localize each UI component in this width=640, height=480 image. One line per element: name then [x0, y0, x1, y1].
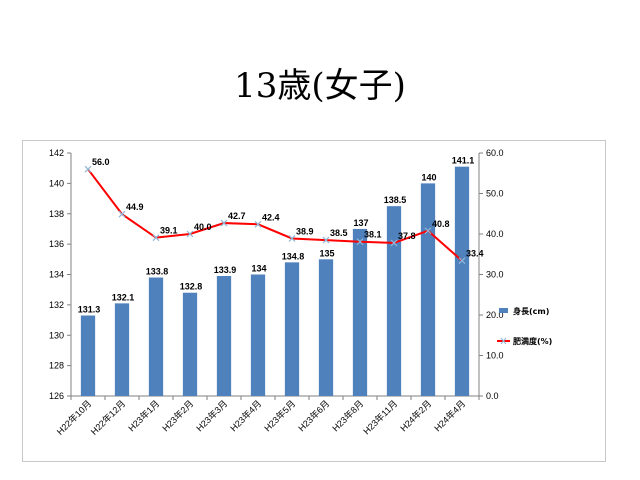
- x-tick-label: H23年3月: [194, 398, 230, 434]
- bar: [250, 274, 266, 396]
- x-tick-label: H23年6月: [296, 398, 332, 434]
- left-tick-label: 140: [49, 178, 64, 188]
- bar-data-label: 141.1: [452, 156, 475, 166]
- right-tick-label: 0.0: [486, 391, 499, 401]
- x-tick-label: H23年5月: [262, 398, 298, 434]
- line-point: [84, 165, 92, 173]
- line-point: [152, 234, 160, 242]
- right-tick-label: 20.0: [486, 310, 504, 320]
- bar: [284, 262, 300, 396]
- x-tick-label: H23年11月: [361, 398, 400, 437]
- legend-label-obesity: 肥満度(%): [513, 336, 552, 346]
- left-tick-label: 134: [49, 270, 64, 280]
- line-series: [84, 165, 466, 265]
- bar-data-label: 137: [353, 218, 368, 228]
- right-tick-label: 10.0: [486, 351, 504, 361]
- right-tick-label: 60.0: [486, 148, 504, 158]
- bar-data-label: 132.8: [180, 282, 203, 292]
- left-tick-label: 126: [49, 391, 64, 401]
- x-tick-label: H23年2月: [160, 398, 196, 434]
- x-tick-label: H24年2月: [398, 398, 434, 434]
- right-tick-label: 50.0: [486, 189, 504, 199]
- line-data-label: 39.1: [160, 226, 178, 236]
- chart-frame: 126 128 130 132 134 136 138 140 142 0.0 10.0 20.0 30…: [22, 140, 606, 462]
- x-tick-label: H22年10月: [54, 398, 93, 437]
- bar-data-label: 138.5: [384, 195, 407, 205]
- line-point: [424, 227, 432, 235]
- legend-swatch-height: [499, 308, 508, 313]
- x-tick-label: H23年4月: [228, 398, 264, 434]
- line-point: [288, 235, 296, 242]
- legend: 身長(cm) 肥満度(%): [497, 306, 552, 346]
- bar: [454, 166, 470, 396]
- left-tick-label: 128: [49, 361, 64, 371]
- bar: [216, 276, 232, 396]
- bar: [80, 315, 96, 396]
- line-data-label: 44.9: [126, 202, 144, 212]
- line-data-label: 33.4: [466, 249, 484, 259]
- bar-series: [80, 166, 470, 396]
- line-point: [254, 220, 262, 228]
- bar-data-label: 131.3: [78, 305, 101, 315]
- left-tick-label: 132: [49, 300, 64, 310]
- line-point: [356, 238, 364, 246]
- bar-data-label: 140: [421, 172, 436, 182]
- x-tick-label: H23年8月: [330, 398, 366, 434]
- data-labels: 131.3 132.1 133.8 132.8 133.9 134 134.8 135 137 1…: [78, 156, 484, 315]
- left-tick-label: 138: [49, 209, 64, 219]
- x-tick-label: H23年1月: [126, 398, 162, 434]
- line-data-label: 40.0: [194, 222, 212, 232]
- line-point: [118, 210, 126, 218]
- bar-data-label: 135: [319, 248, 334, 258]
- left-tick-label: 142: [49, 148, 64, 158]
- bar: [386, 206, 402, 396]
- line-data-label: 37.8: [398, 231, 416, 241]
- combo-chart: 126 128 130 132 134 136 138 140 142 0.0 10.0 20.0 30…: [49, 148, 552, 437]
- line-point: [390, 239, 398, 247]
- line-data-label: 38.1: [364, 230, 382, 240]
- slide-title: 13歳(女子): [234, 66, 406, 106]
- line-path: [87, 168, 463, 262]
- line-point: [458, 257, 466, 265]
- bar-data-label: 133.8: [146, 267, 169, 277]
- line-data-label: 42.7: [228, 211, 246, 221]
- right-tick-label: 30.0: [486, 270, 504, 280]
- bar: [318, 259, 334, 396]
- bar: [148, 277, 164, 396]
- bar-data-label: 134.8: [282, 251, 305, 261]
- legend-label-height: 身長(cm): [513, 306, 549, 316]
- line-data-label: 38.5: [330, 228, 348, 238]
- x-tick-label: H24年4月: [432, 398, 468, 434]
- line-point: [220, 219, 228, 227]
- bar-data-label: 132.1: [112, 292, 135, 302]
- bar: [114, 303, 130, 396]
- line-point: [322, 236, 330, 244]
- line-data-label: 56.0: [92, 157, 110, 167]
- x-tick-label: H22年12月: [88, 398, 127, 437]
- legend-marker-obesity: [500, 337, 507, 345]
- line-point: [186, 230, 194, 238]
- bar: [352, 228, 368, 396]
- left-tick-label: 136: [49, 239, 64, 249]
- line-data-label: 40.8: [432, 219, 450, 229]
- bar-data-label: 134: [251, 264, 266, 274]
- bar: [182, 292, 198, 396]
- bar: [420, 183, 436, 396]
- right-tick-label: 40.0: [486, 229, 504, 239]
- bar-data-label: 133.9: [214, 265, 237, 275]
- line-data-label: 38.9: [296, 226, 314, 236]
- line-data-label: 42.4: [262, 212, 280, 222]
- left-tick-label: 130: [49, 330, 64, 340]
